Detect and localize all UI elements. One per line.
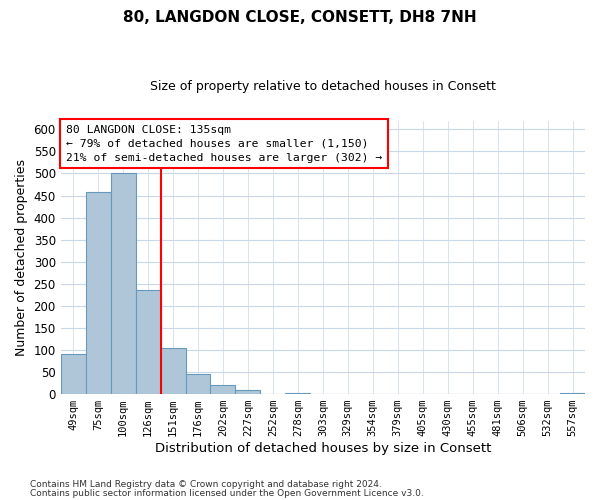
X-axis label: Distribution of detached houses by size in Consett: Distribution of detached houses by size … (155, 442, 491, 455)
Bar (161, 348, 185, 394)
Bar (286, 393, 310, 394)
Text: 80 LANGDON CLOSE: 135sqm
← 79% of detached houses are smaller (1,150)
21% of sem: 80 LANGDON CLOSE: 135sqm ← 79% of detach… (66, 124, 382, 162)
Bar (211, 386, 235, 394)
Bar (86, 192, 110, 394)
Text: Contains HM Land Registry data © Crown copyright and database right 2024.: Contains HM Land Registry data © Crown c… (30, 480, 382, 489)
Bar (110, 174, 136, 394)
Y-axis label: Number of detached properties: Number of detached properties (15, 159, 28, 356)
Bar (185, 374, 211, 394)
Bar (136, 290, 161, 394)
Title: Size of property relative to detached houses in Consett: Size of property relative to detached ho… (150, 80, 496, 93)
Bar (61, 354, 86, 394)
Bar (560, 393, 585, 394)
Bar (235, 390, 260, 394)
Text: 80, LANGDON CLOSE, CONSETT, DH8 7NH: 80, LANGDON CLOSE, CONSETT, DH8 7NH (123, 10, 477, 25)
Text: Contains public sector information licensed under the Open Government Licence v3: Contains public sector information licen… (30, 488, 424, 498)
